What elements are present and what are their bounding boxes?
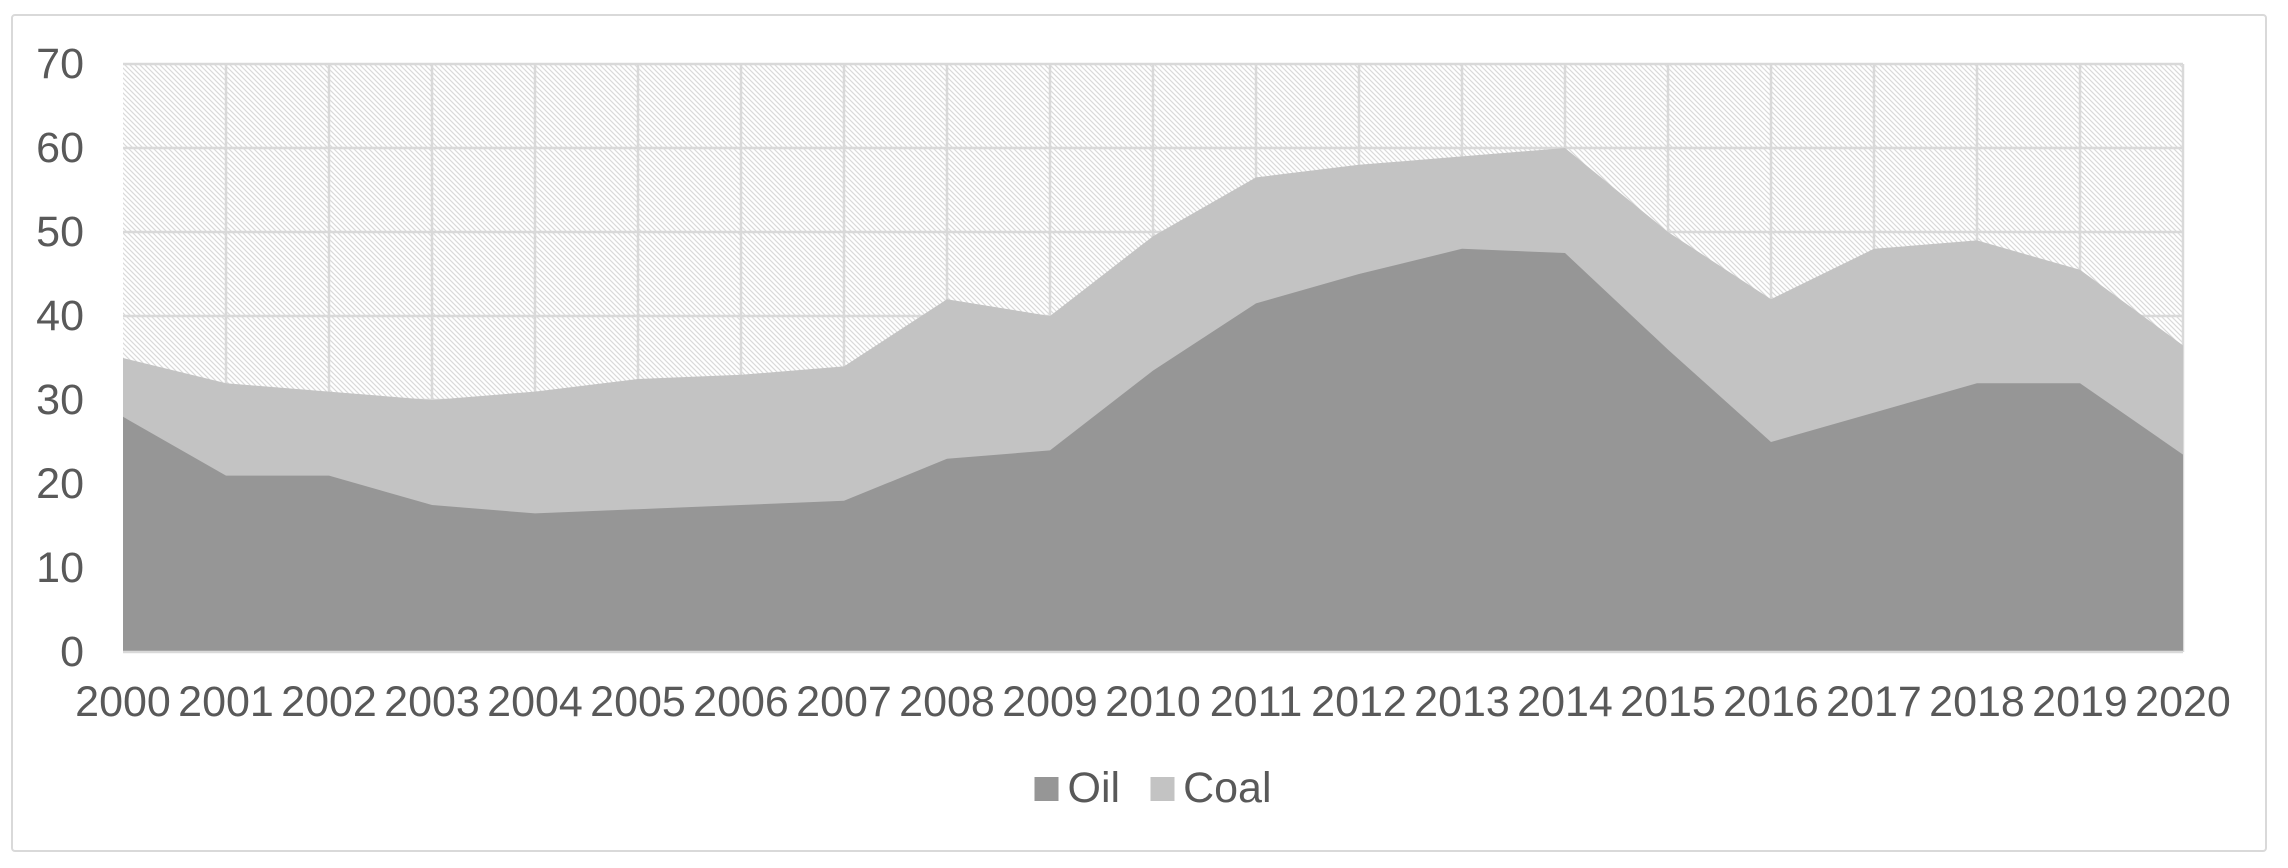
x-axis-tick-label: 2016 (1723, 678, 1819, 726)
y-axis-tick-label: 40 (36, 292, 84, 340)
oil-legend-swatch-icon (1034, 776, 1059, 801)
x-axis-tick-label: 2006 (693, 678, 789, 726)
oil-legend-label: Oil (1067, 764, 1121, 812)
coal-legend-swatch-icon (1150, 776, 1175, 801)
x-axis-tick-label: 2002 (281, 678, 377, 726)
chart-legend: Oil Coal (1034, 764, 1272, 812)
coal-legend-label: Coal (1183, 764, 1272, 812)
x-axis-tick-label: 2018 (1929, 678, 2025, 726)
x-axis-tick-label: 2005 (590, 678, 686, 726)
y-axis-tick-label: 30 (36, 376, 84, 424)
x-axis-tick-label: 2015 (1620, 678, 1716, 726)
x-axis-tick-label: 2019 (2032, 678, 2128, 726)
x-axis-tick-label: 2014 (1517, 678, 1613, 726)
y-axis-tick-label: 20 (36, 460, 84, 508)
x-axis-tick-label: 2003 (384, 678, 480, 726)
x-axis-tick-label: 2017 (1826, 678, 1922, 726)
y-axis-tick-label: 0 (60, 628, 84, 676)
y-axis-tick-label: 10 (36, 544, 84, 592)
x-axis-tick-label: 2001 (178, 678, 274, 726)
x-axis-tick-label: 2013 (1414, 678, 1510, 726)
x-axis-tick-label: 2010 (1105, 678, 1201, 726)
y-axis-tick-label: 60 (36, 124, 84, 172)
legend-item-coal: Coal (1150, 764, 1272, 812)
x-axis-tick-label: 2004 (487, 678, 583, 726)
x-axis-tick-label: 2012 (1311, 678, 1407, 726)
y-axis-tick-label: 70 (36, 40, 84, 88)
legend-item-oil: Oil (1034, 764, 1121, 812)
x-axis-tick-label: 2009 (1002, 678, 1098, 726)
x-axis-tick-label: 2011 (1210, 678, 1302, 726)
oil-area-series (123, 248, 2183, 653)
x-axis-tick-label: 2000 (75, 678, 171, 726)
x-axis-tick-label: 2007 (796, 678, 892, 726)
x-axis-tick-label: 2008 (899, 678, 995, 726)
y-axis-tick-label: 50 (36, 208, 84, 256)
x-axis-tick-label: 2020 (2135, 678, 2231, 726)
